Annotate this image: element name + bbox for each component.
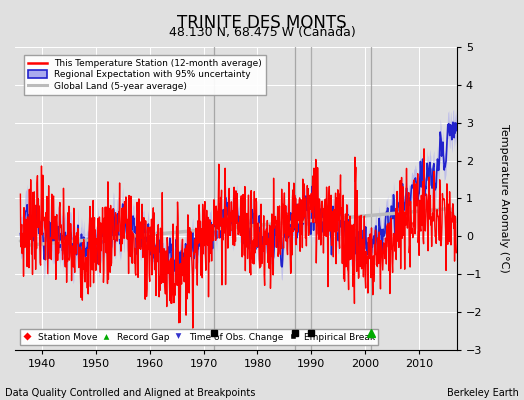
Y-axis label: Temperature Anomaly (°C): Temperature Anomaly (°C) bbox=[499, 124, 509, 273]
Text: Data Quality Controlled and Aligned at Breakpoints: Data Quality Controlled and Aligned at B… bbox=[5, 388, 256, 398]
Legend: Station Move, Record Gap, Time of Obs. Change, Empirical Break: Station Move, Record Gap, Time of Obs. C… bbox=[19, 329, 378, 346]
Text: 48.130 N, 68.475 W (Canada): 48.130 N, 68.475 W (Canada) bbox=[169, 26, 355, 39]
Text: TRINITE DES MONTS: TRINITE DES MONTS bbox=[177, 14, 347, 32]
Text: Berkeley Earth: Berkeley Earth bbox=[447, 388, 519, 398]
